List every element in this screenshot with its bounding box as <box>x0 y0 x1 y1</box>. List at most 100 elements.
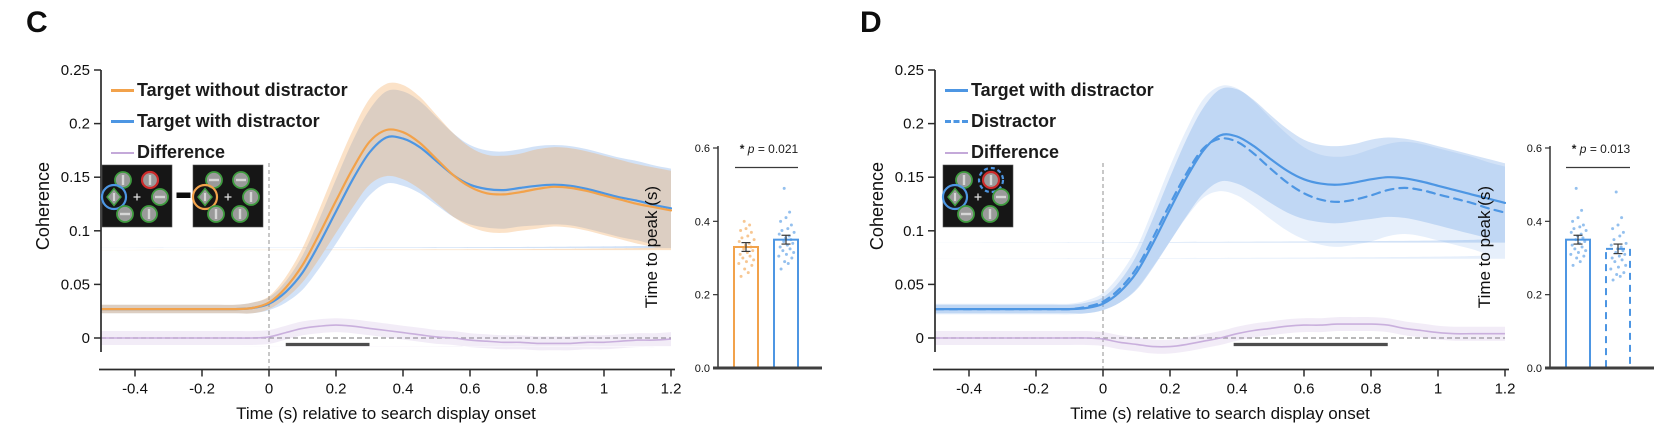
scatter-dot <box>1582 254 1586 258</box>
bar-glyph <box>249 192 253 202</box>
scatter-dot <box>742 247 746 251</box>
x-tick-label: 0.8 <box>1361 381 1382 398</box>
scatter-dot <box>777 254 781 258</box>
legend-item: Distractor <box>945 106 1154 137</box>
bar-glyph <box>953 193 957 201</box>
legend-label: Target with distractor <box>971 80 1154 100</box>
search-display-inset <box>941 164 1014 228</box>
legend-label: Difference <box>971 142 1060 162</box>
scatter-dot <box>746 271 750 275</box>
scatter-dot <box>751 249 755 253</box>
x-tick-label: 0.8 <box>527 381 548 398</box>
y-tick-label: 0.1 <box>903 223 924 240</box>
y-axis-label-c: Coherence <box>33 162 53 251</box>
legend-d: Target with distractor Distractor Differ… <box>945 75 1154 168</box>
scatter-dot <box>1584 228 1588 232</box>
legend-line-swatch <box>111 120 134 123</box>
inset-bar-chart: 0.0 0.2 0.4 0.6 <box>1527 143 1654 375</box>
scatter-dot <box>789 223 793 227</box>
scatter-dot <box>784 252 788 256</box>
bar-glyph <box>988 209 992 219</box>
scatter-dot <box>741 256 745 260</box>
search-display-inset <box>100 164 173 228</box>
scatter-dot <box>788 210 792 214</box>
scatter-dot <box>782 239 786 243</box>
inset-y-axis-label-d: Time to peak (s) <box>1475 186 1494 309</box>
scatter-dot <box>737 261 741 265</box>
inset-y-tick-label: 0.0 <box>1527 363 1542 375</box>
panel-letter-d: D <box>860 6 882 39</box>
scatter-dot <box>749 245 753 249</box>
y-tick-label: 0 <box>916 330 924 347</box>
scatter-dot <box>1624 241 1628 245</box>
scatter-dot <box>782 186 786 190</box>
legend-label: Difference <box>137 142 226 162</box>
y-tick-label: 0.1 <box>69 223 90 240</box>
scatter-dot <box>1622 271 1626 275</box>
x-tick-label: -0.4 <box>956 381 982 398</box>
x-tick-label: 0.6 <box>460 381 481 398</box>
scatter-dot <box>792 250 796 254</box>
bar <box>733 245 759 369</box>
scatter-dot <box>779 219 783 223</box>
scatter-dot <box>743 267 747 271</box>
scatter-dot <box>1611 278 1615 282</box>
scatter-dot <box>1612 238 1616 242</box>
confidence-band <box>101 82 671 314</box>
x-tick-label: 0.4 <box>393 381 414 398</box>
minus-sign <box>176 192 191 198</box>
cue-ring <box>977 166 1005 194</box>
scatter-dot <box>746 234 750 238</box>
y-tick-label: 0 <box>82 330 90 347</box>
scatter-dot <box>791 241 795 245</box>
bar-glyph <box>120 212 130 216</box>
legend-item: Difference <box>111 137 348 168</box>
difference-line <box>935 323 1505 348</box>
coherence-plot-d: 0 0.05 0.1 0.15 0.2 0.25 -0.4 -0.2 0 0.2 0.4 0.6 0.8… <box>895 62 1654 398</box>
scatter-dot <box>1614 190 1618 194</box>
series-line-target-without-distractor <box>101 128 672 311</box>
legend-line-swatch <box>945 89 968 92</box>
x-axis-label-d: Time (s) relative to search display onse… <box>1070 404 1370 423</box>
scatter-dot <box>1573 247 1577 251</box>
x-tick-label: 0 <box>265 381 273 398</box>
scatter-dot <box>786 261 790 265</box>
scatter-dot <box>1569 252 1573 256</box>
bar-glyph <box>961 212 971 216</box>
scatter-dot <box>1572 227 1576 231</box>
coherence-plot-c: 0 0.05 0.1 0.15 0.2 0.25 -0.4 -0.2 0 0.2 0.4 0.6 0.8… <box>61 62 822 398</box>
y-tick-label: 0.15 <box>61 169 90 186</box>
legend-item: Target with distractor <box>945 75 1154 106</box>
scatter-dot <box>781 249 785 253</box>
scatter-dot <box>1618 234 1622 238</box>
scatter-dot <box>783 260 787 264</box>
inset-bar-chart: 0.0 0.2 0.4 0.6 <box>695 143 822 375</box>
legend-label: Target without distractor <box>137 80 348 100</box>
bar-glyph <box>203 193 207 201</box>
x-tick-label: 1.2 <box>1495 381 1516 398</box>
scatter-dot <box>1580 208 1584 212</box>
scatter-dot <box>784 216 788 220</box>
scatter-dot <box>1580 245 1584 249</box>
scatter-dot <box>1576 250 1580 254</box>
scatter-dot <box>1584 249 1588 253</box>
scatter-dot <box>750 263 754 267</box>
legend-line-swatch <box>945 120 968 123</box>
x-tick-label: 0.6 <box>1294 381 1315 398</box>
bar-glyph <box>214 209 218 219</box>
p-value: = 0.013 <box>1589 142 1631 156</box>
y-tick-label: 0.25 <box>895 62 924 79</box>
significance-label-d: * p = 0.013 <box>1546 142 1656 156</box>
scatter-dot <box>1617 254 1621 258</box>
scatter-dot <box>1621 230 1625 234</box>
bar-glyph <box>112 193 116 201</box>
scatter-dot <box>1613 260 1617 264</box>
bar-glyph <box>121 175 125 185</box>
bar-glyph <box>236 178 246 182</box>
inset-y-tick-label: 0.6 <box>695 143 710 155</box>
scatter-dot <box>738 252 742 256</box>
scatter-dot <box>742 219 746 223</box>
bar-glyph <box>996 195 1006 199</box>
scatter-dot <box>1574 186 1578 190</box>
